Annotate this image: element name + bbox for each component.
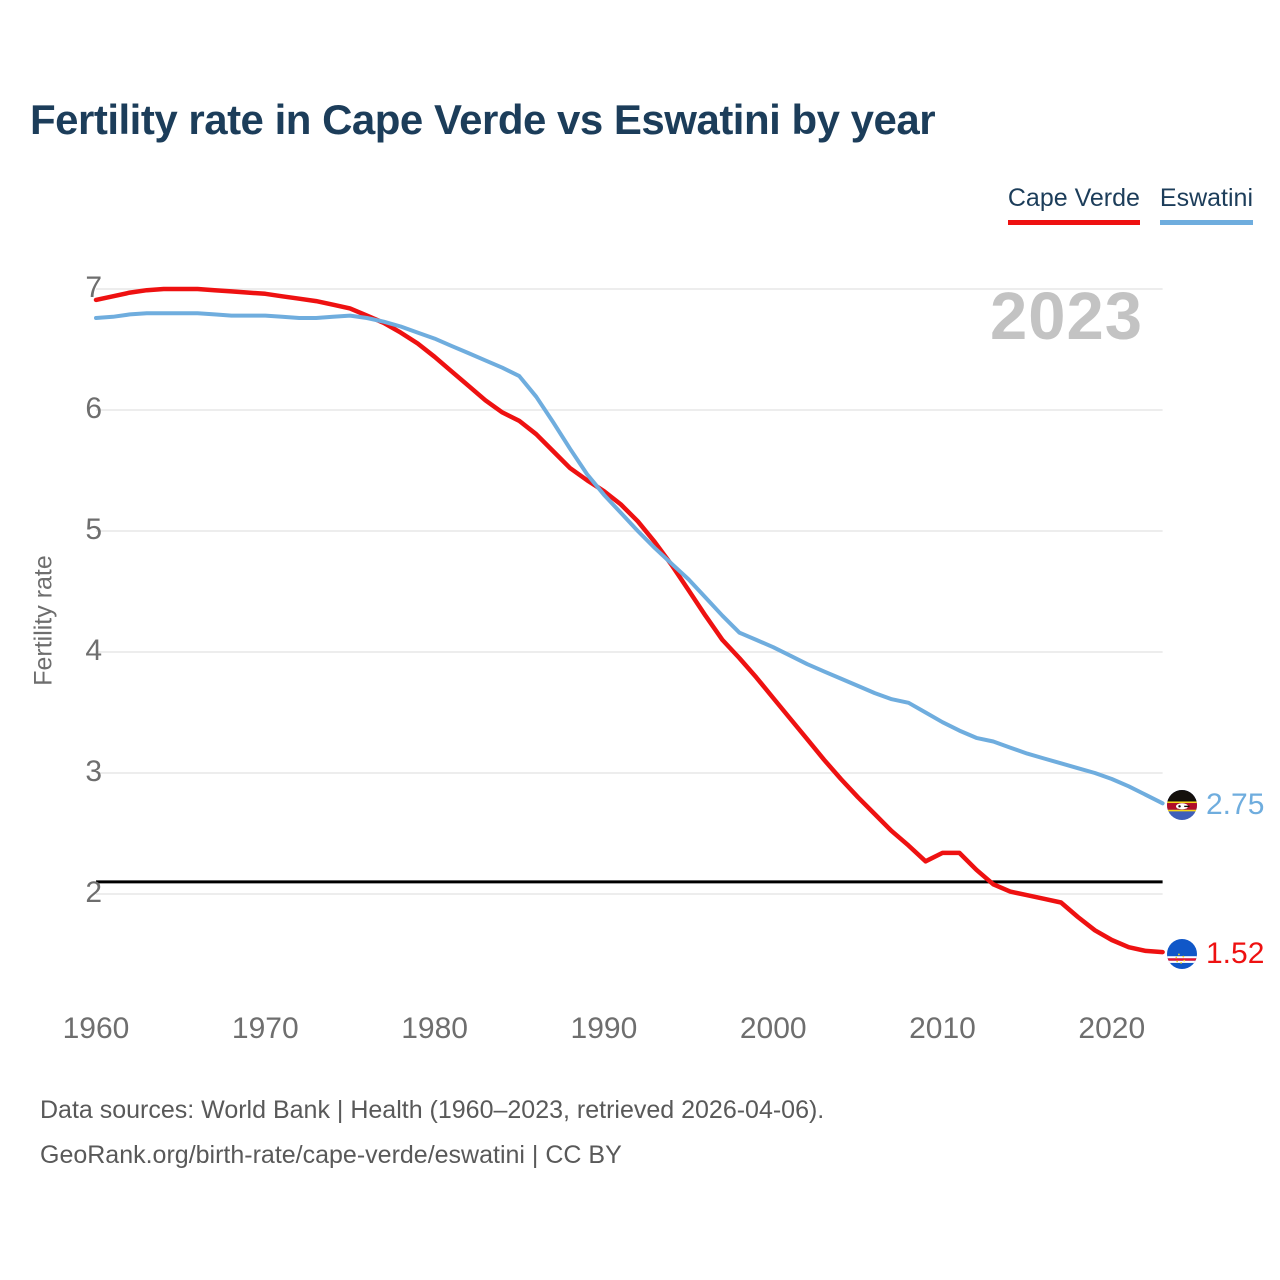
cape-verde-flag-icon xyxy=(1167,939,1197,970)
y-tick-label-6: 6 xyxy=(85,392,102,425)
x-tick-label-2020: 2020 xyxy=(1078,1012,1146,1045)
eswatini-end-value: 2.75 xyxy=(1206,788,1265,822)
footer-attribution: GeoRank.org/birth-rate/cape-verde/eswati… xyxy=(40,1141,622,1169)
end-label-cape-verde: 1.52 xyxy=(1167,937,1264,971)
legend: Cape Verde Eswatini xyxy=(1007,184,1253,225)
legend-item-eswatini[interactable]: Eswatini xyxy=(1159,184,1253,225)
footer: Data sources: World Bank | Health (1960–… xyxy=(40,1088,824,1178)
footer-data-sources: Data sources: World Bank | Health (1960–… xyxy=(40,1096,825,1124)
y-tick-label-2: 2 xyxy=(85,876,102,909)
watermark-year: 2023 xyxy=(989,279,1143,354)
cape-verde-end-value: 1.52 xyxy=(1206,937,1265,971)
y-axis-title: Fertility rate xyxy=(29,555,58,686)
y-tick-label-4: 4 xyxy=(85,634,102,667)
y-tick-label-7: 7 xyxy=(85,271,102,304)
x-tick-label-1970: 1970 xyxy=(231,1012,299,1045)
series-line-eswatini xyxy=(94,311,1165,806)
end-label-eswatini: 2.75 xyxy=(1167,788,1264,822)
legend-item-cape-verde[interactable]: Cape Verde xyxy=(1007,184,1140,225)
eswatini-flag-icon xyxy=(1167,790,1197,821)
series-line-cape-verde xyxy=(93,286,1165,955)
x-tick-label-1980: 1980 xyxy=(401,1012,468,1045)
chart-title: Fertility rate in Cape Verde vs Eswatini… xyxy=(30,96,936,143)
x-tick-label-1990: 1990 xyxy=(570,1012,638,1045)
y-tick-label-3: 3 xyxy=(85,755,102,788)
y-tick-label-5: 5 xyxy=(85,513,102,546)
x-tick-label-1960: 1960 xyxy=(62,1012,130,1045)
x-tick-label-2010: 2010 xyxy=(909,1012,976,1045)
x-tick-label-2000: 2000 xyxy=(739,1012,807,1045)
